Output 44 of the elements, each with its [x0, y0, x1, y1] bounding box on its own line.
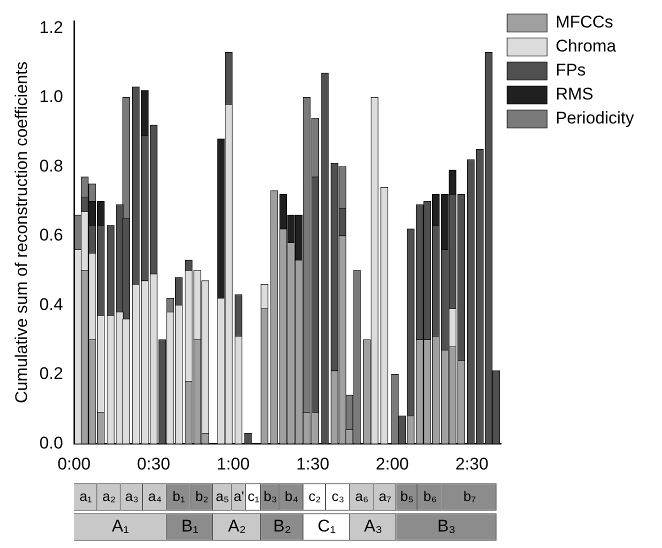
data-label: A₂	[228, 516, 246, 536]
data-label: b₄	[284, 488, 299, 504]
data-label: a₃	[125, 488, 139, 504]
legend-label: MFCCs	[556, 12, 614, 32]
data-label: b₁	[172, 488, 186, 504]
data-label: a₁	[79, 488, 92, 504]
data-label: a'	[234, 488, 244, 504]
y-tick-label: 1.0	[39, 87, 64, 106]
x-tick-label: 0:00	[57, 454, 91, 474]
data-label: c₂	[308, 488, 321, 504]
data-label: a₅	[216, 488, 230, 504]
y-tick-label: 0.2	[39, 364, 64, 384]
legend-label: RMS	[556, 84, 594, 104]
y-tick-label: 1.2	[39, 18, 64, 37]
x-tick-label: 1:00	[216, 454, 250, 474]
data-label: b₆	[423, 488, 437, 504]
legend-label: Periodicity	[556, 108, 634, 128]
data-label: B₃	[437, 516, 456, 536]
x-tick-label: 2:30	[455, 454, 488, 474]
y-tick-label: 0.6	[39, 226, 64, 245]
data-label: B₂	[273, 516, 292, 536]
x-tick-label: 2:00	[376, 454, 409, 474]
y-tick-label: 0.0	[39, 433, 64, 452]
x-tick-label: 1:30	[296, 454, 330, 474]
data-label: B₁	[181, 516, 199, 536]
x-tick-label: 0:30	[137, 454, 170, 474]
y-axis-title: Cumulative sum of reconstruction coefficients	[12, 62, 31, 404]
data-label: A₃	[364, 516, 382, 536]
legend-label: FPs	[556, 60, 586, 80]
data-label: C₁	[318, 516, 336, 536]
data-label: c₃	[332, 488, 344, 504]
data-label: a₆	[355, 488, 369, 504]
y-tick-label: 0.4	[39, 294, 64, 314]
data-label: a₂	[102, 488, 116, 504]
data-label: b₃	[264, 488, 278, 504]
data-label: a₄	[148, 488, 162, 504]
data-label: b₅	[400, 488, 414, 504]
data-label: A₁	[112, 516, 130, 536]
legend-label: Chroma	[556, 36, 617, 56]
data-label: b₇	[463, 488, 476, 504]
y-tick-label: 0.8	[39, 156, 64, 176]
data-label: b₂	[195, 488, 208, 504]
data-label: c₁	[248, 488, 260, 504]
data-label: a₇	[378, 488, 392, 504]
